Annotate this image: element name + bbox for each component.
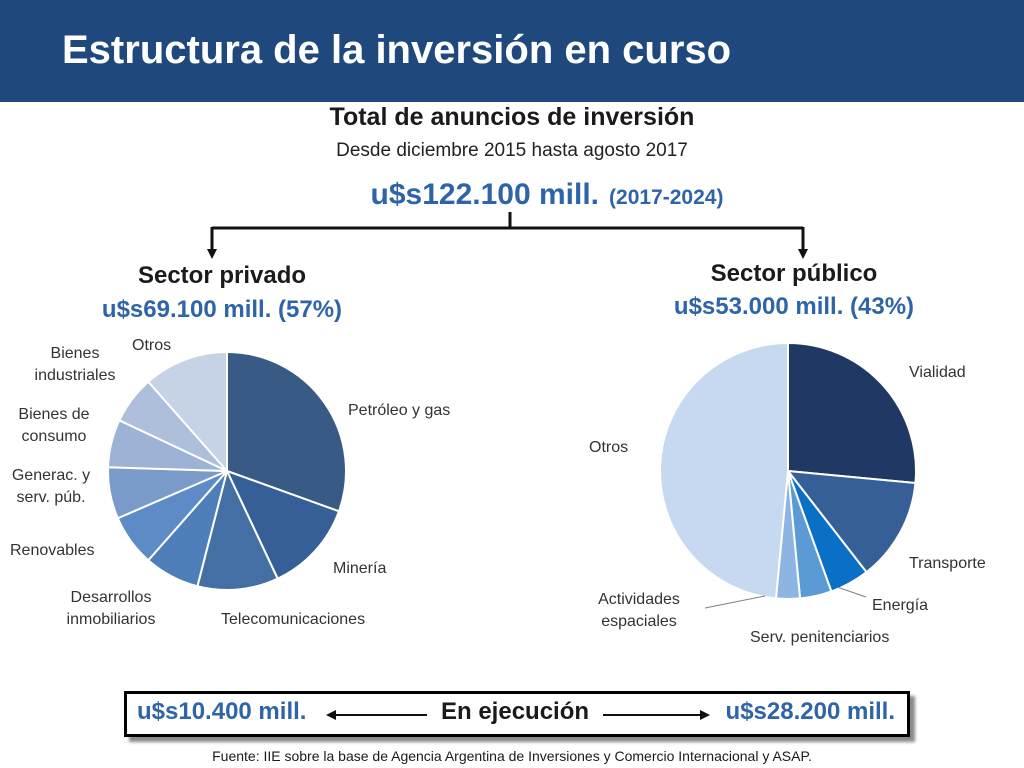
public-slice-1 <box>785 469 917 574</box>
header-bar: Estructura de la inversión en curso <box>0 0 1024 102</box>
public-sector-pie <box>659 341 917 600</box>
private-label-bienes-industriales: Bienes industriales <box>34 345 116 384</box>
public-sector-title: Sector público <box>710 260 878 287</box>
private-label-petroleo: Petróleo y gas <box>348 402 451 419</box>
execution-box: u$s10.400 mill. En ejecución u$s28.200 m… <box>124 691 910 737</box>
public-sector-value: u$s53.000 mill. (43%) <box>673 293 915 320</box>
public-slice-0 <box>787 341 917 485</box>
leader-line-actividades <box>704 595 766 609</box>
private-sector-title: Sector privado <box>137 262 307 289</box>
public-label-serv-penitenciarios: Serv. penitenciarios <box>750 629 890 646</box>
total-title: Total de anuncios de inversión <box>329 103 695 131</box>
total-period: (2017-2024) <box>609 186 724 209</box>
public-label-actividades: Actividades espaciales <box>598 591 680 630</box>
total-value: u$s122.100 mill. (2017-2024) <box>0 178 1024 212</box>
execution-private-value: u$s10.400 mill. <box>137 698 307 725</box>
total-subtitle: Desde diciembre 2015 hasta agosto 2017 <box>336 140 688 161</box>
private-label-bienes-consumo: Bienes de consumo <box>18 406 90 445</box>
public-label-transporte: Transporte <box>909 555 986 572</box>
private-label-generac: Generac. y serv. púb. <box>11 467 91 506</box>
private-slice-1 <box>225 469 341 581</box>
public-label-vialidad: Vialidad <box>909 364 966 381</box>
total-value-amount: u$s122.100 mill. <box>370 178 600 211</box>
private-sector-pie <box>107 350 347 591</box>
private-label-renovables: Renovables <box>10 542 95 559</box>
leader-line-energia <box>836 586 867 598</box>
execution-label: En ejecución <box>441 698 590 725</box>
private-sector-value: u$s69.100 mill. (57%) <box>101 296 343 323</box>
private-label-desarrollos: Desarrollos inmobiliarios <box>66 589 156 628</box>
private-label-mineria: Minería <box>333 560 387 577</box>
private-slice-8 <box>146 350 228 474</box>
public-label-energia: Energía <box>872 597 929 614</box>
public-label-otros: Otros <box>589 439 629 456</box>
private-label-telecomunicaciones: Telecomunicaciones <box>221 611 366 628</box>
private-slice-0 <box>226 350 347 513</box>
private-label-otros: Otros <box>132 337 172 354</box>
execution-public-value: u$s28.200 mill. <box>725 698 895 725</box>
public-slice-5 <box>659 341 789 600</box>
private-slice-2 <box>196 468 279 591</box>
page-title: Estructura de la inversión en curso <box>62 28 732 72</box>
execution-arrows <box>326 710 710 720</box>
source-note: Fuente: IIE sobre la base de Agencia Arg… <box>212 748 812 764</box>
